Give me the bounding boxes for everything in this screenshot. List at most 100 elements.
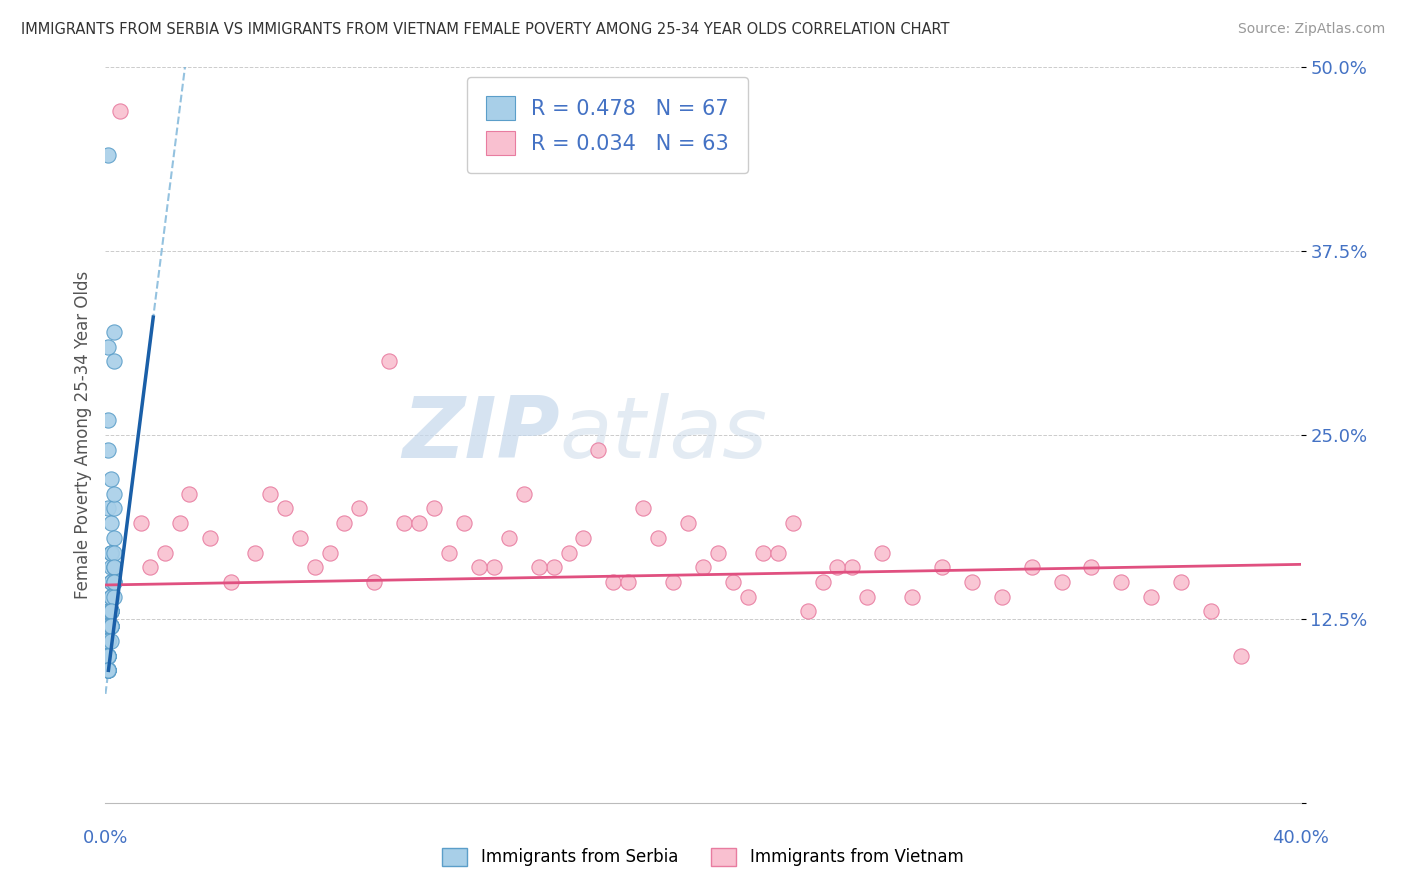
Point (288, 531, 311, 545)
Point (394, 516, 416, 530)
Legend: Immigrants from Serbia, Immigrants from Vietnam: Immigrants from Serbia, Immigrants from … (436, 841, 970, 873)
Point (97, 605, 120, 619)
Point (100, 545, 122, 560)
Point (811, 575, 834, 590)
Point (97, 648, 120, 663)
Point (100, 575, 122, 590)
Point (676, 516, 699, 530)
Point (333, 516, 356, 530)
Point (100, 516, 122, 530)
Point (97, 633, 120, 648)
Point (1170, 575, 1192, 590)
Point (103, 325, 125, 339)
Point (97, 442, 120, 457)
Point (129, 516, 153, 530)
Point (527, 560, 550, 574)
Point (97, 501, 120, 516)
Point (100, 619, 122, 633)
Point (856, 590, 879, 604)
Point (100, 575, 122, 590)
Point (901, 590, 924, 604)
Point (692, 560, 714, 574)
Point (737, 590, 759, 604)
Point (437, 545, 460, 560)
Point (100, 575, 122, 590)
Point (259, 487, 281, 501)
Point (588, 442, 610, 457)
Point (423, 501, 446, 516)
Point (100, 633, 122, 648)
Point (97, 664, 120, 678)
Point (751, 545, 773, 560)
Point (97, 664, 120, 678)
Point (602, 575, 624, 590)
Point (100, 590, 122, 604)
Point (97, 664, 120, 678)
Point (100, 619, 122, 633)
Point (827, 560, 849, 574)
Point (766, 545, 789, 560)
Point (100, 590, 122, 604)
Point (243, 545, 266, 560)
Point (97, 664, 120, 678)
Point (543, 560, 565, 574)
Point (97, 664, 120, 678)
Point (97, 340, 120, 354)
Point (100, 619, 122, 633)
Point (103, 545, 125, 560)
Point (97, 413, 120, 427)
Point (841, 560, 863, 574)
Point (513, 487, 536, 501)
Point (100, 605, 122, 619)
Point (1140, 590, 1163, 604)
Point (139, 560, 162, 574)
Point (100, 590, 122, 604)
Text: IMMIGRANTS FROM SERBIA VS IMMIGRANTS FROM VIETNAM FEMALE POVERTY AMONG 25-34 YEA: IMMIGRANTS FROM SERBIA VS IMMIGRANTS FRO… (21, 22, 949, 37)
Point (100, 619, 122, 633)
Point (633, 501, 655, 516)
Point (990, 590, 1012, 604)
Point (100, 605, 122, 619)
Point (100, 472, 122, 486)
Text: Source: ZipAtlas.com: Source: ZipAtlas.com (1237, 22, 1385, 37)
Point (100, 545, 122, 560)
Y-axis label: Female Poverty Among 25-34 Year Olds: Female Poverty Among 25-34 Year Olds (73, 271, 91, 599)
Text: 0.0%: 0.0% (83, 829, 128, 847)
Text: ZIP: ZIP (402, 393, 560, 476)
Point (97, 148, 120, 162)
Point (1050, 575, 1073, 590)
Point (155, 545, 177, 560)
Point (100, 590, 122, 604)
Point (304, 560, 326, 574)
Point (617, 575, 640, 590)
Point (378, 354, 401, 368)
Point (100, 560, 122, 574)
Point (1021, 560, 1043, 574)
Point (1111, 575, 1133, 590)
Point (219, 575, 242, 590)
Point (931, 560, 953, 574)
Point (482, 560, 505, 574)
Point (318, 545, 340, 560)
Point (1080, 560, 1102, 574)
Point (103, 487, 125, 501)
Point (97, 619, 120, 633)
Point (103, 531, 125, 545)
Point (103, 501, 125, 516)
Point (100, 619, 122, 633)
Legend: R = 0.478   N = 67, R = 0.034   N = 63: R = 0.478 N = 67, R = 0.034 N = 63 (467, 78, 748, 173)
Point (103, 354, 125, 368)
Point (796, 605, 818, 619)
Point (97, 605, 120, 619)
Point (100, 605, 122, 619)
Point (97, 648, 120, 663)
Text: atlas: atlas (560, 393, 768, 476)
Point (100, 605, 122, 619)
Point (647, 531, 669, 545)
Point (721, 575, 744, 590)
Point (453, 516, 475, 530)
Point (100, 619, 122, 633)
Point (557, 545, 579, 560)
Point (97, 648, 120, 663)
Point (468, 560, 491, 574)
